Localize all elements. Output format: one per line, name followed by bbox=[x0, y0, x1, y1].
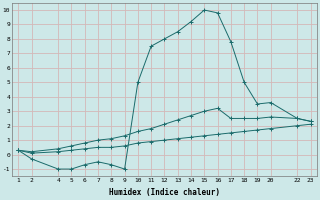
X-axis label: Humidex (Indice chaleur): Humidex (Indice chaleur) bbox=[109, 188, 220, 197]
